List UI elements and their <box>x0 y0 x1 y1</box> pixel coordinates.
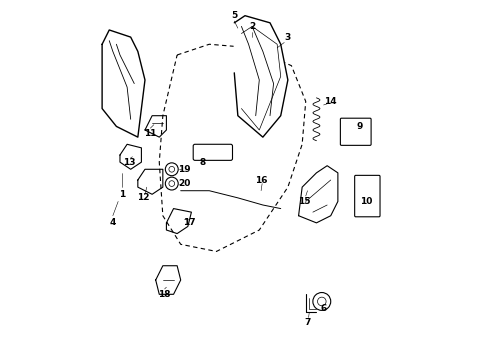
Text: 6: 6 <box>320 304 327 313</box>
FancyBboxPatch shape <box>355 175 380 217</box>
Text: 1: 1 <box>119 190 125 199</box>
Text: 20: 20 <box>178 179 191 188</box>
Text: 16: 16 <box>255 176 268 185</box>
Circle shape <box>318 297 326 306</box>
Text: 14: 14 <box>324 97 337 106</box>
Circle shape <box>169 166 174 172</box>
Text: 3: 3 <box>285 33 291 42</box>
Text: 18: 18 <box>158 290 171 299</box>
Text: 5: 5 <box>231 11 238 20</box>
Circle shape <box>165 163 178 176</box>
Text: 2: 2 <box>249 22 255 31</box>
Text: 12: 12 <box>137 193 149 202</box>
Circle shape <box>165 177 178 190</box>
FancyBboxPatch shape <box>341 118 371 145</box>
Polygon shape <box>234 16 288 137</box>
Text: 15: 15 <box>298 197 310 206</box>
Text: 7: 7 <box>304 318 311 327</box>
Text: 9: 9 <box>356 122 363 131</box>
Text: 11: 11 <box>144 129 157 138</box>
Polygon shape <box>298 166 338 223</box>
Text: 4: 4 <box>110 219 116 228</box>
FancyBboxPatch shape <box>193 144 232 160</box>
Circle shape <box>169 181 174 186</box>
Polygon shape <box>102 30 145 137</box>
Text: 8: 8 <box>199 158 205 167</box>
Circle shape <box>313 293 331 310</box>
Text: 10: 10 <box>360 197 372 206</box>
Text: 19: 19 <box>178 165 191 174</box>
Text: 13: 13 <box>122 158 135 167</box>
Text: 17: 17 <box>183 219 196 228</box>
